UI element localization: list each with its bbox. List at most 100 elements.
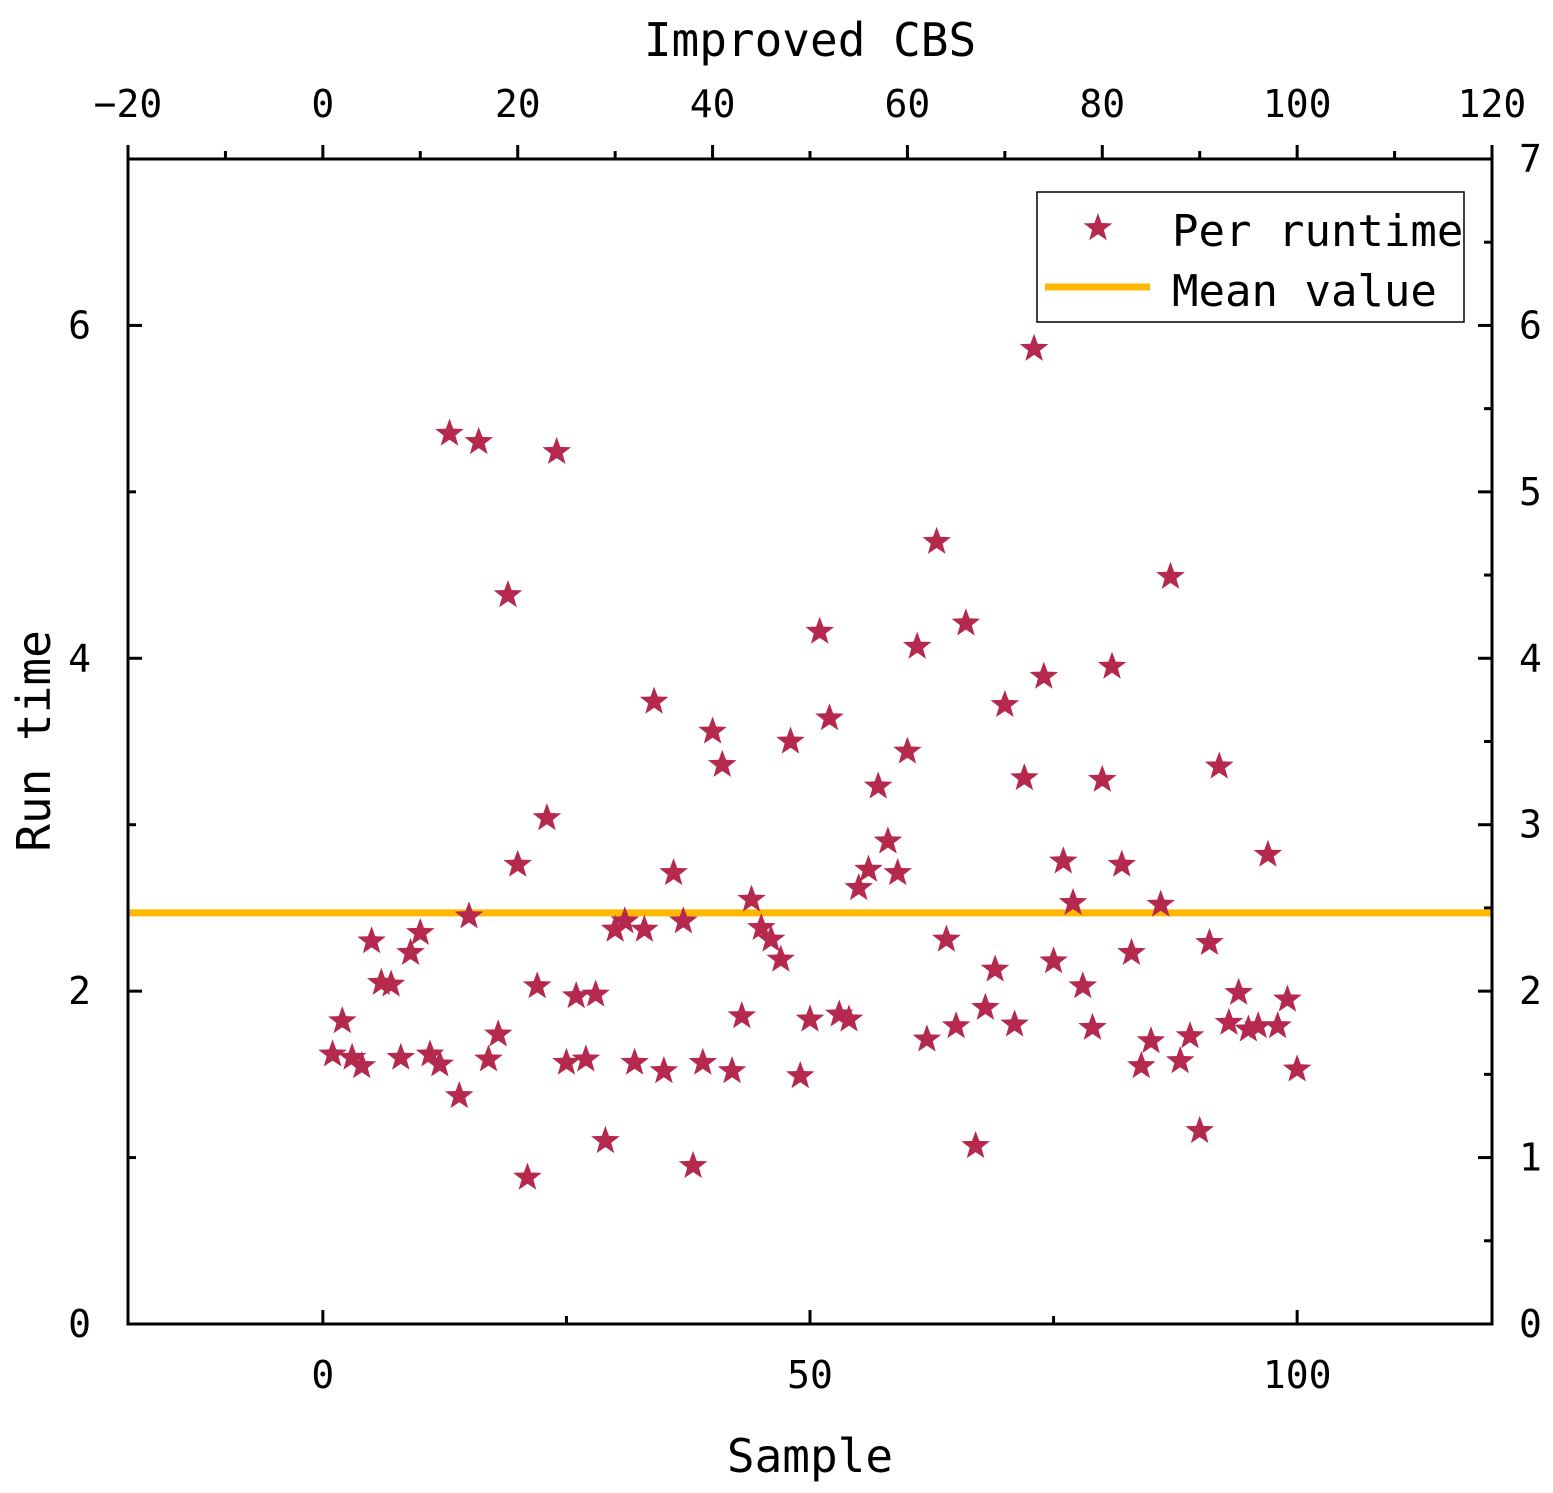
data-point-star	[678, 1150, 708, 1178]
data-point-star	[1010, 763, 1039, 791]
x-tick-label: 100	[1263, 1353, 1332, 1397]
data-point-star	[1078, 1012, 1107, 1040]
data-point-star	[464, 426, 493, 455]
data-point-star	[727, 1001, 757, 1029]
data-point-star	[425, 1049, 454, 1077]
legend-label-per-runtime: Per runtime	[1172, 206, 1463, 257]
plot-frame	[126, 157, 1494, 1326]
data-point-star	[318, 1039, 347, 1067]
data-point-star	[941, 1011, 971, 1039]
chart-title: Improved CBS	[644, 13, 976, 67]
data-point-star	[932, 924, 961, 952]
data-point-star	[328, 1006, 357, 1034]
right-y-tick-label: 2	[1519, 969, 1542, 1013]
x-tick-label: 0	[311, 1353, 334, 1397]
data-point-star	[1263, 1011, 1292, 1039]
data-point-star	[522, 971, 552, 999]
data-point-star	[747, 912, 776, 940]
data-point-star	[863, 771, 893, 799]
data-point-star	[435, 418, 464, 446]
data-point-star	[786, 1061, 815, 1089]
data-point-star	[834, 1004, 864, 1032]
right-y-tick-label: 0	[1519, 1302, 1542, 1346]
data-point-star	[1088, 764, 1117, 792]
data-point-star	[552, 1047, 581, 1075]
data-point-star	[649, 1056, 679, 1084]
data-point-star	[571, 1044, 601, 1072]
data-point-star	[737, 884, 766, 912]
data-point-star	[1166, 1046, 1195, 1074]
data-point-star	[445, 1081, 474, 1109]
data-point-star	[1019, 333, 1049, 361]
data-point-star	[1156, 561, 1185, 589]
data-point-star	[961, 1130, 990, 1159]
legend-star-marker	[1083, 213, 1113, 241]
data-point-star	[1253, 839, 1283, 867]
left-y-tick-label: 0	[68, 1302, 91, 1346]
data-point-star	[688, 1047, 718, 1075]
data-point-star	[503, 849, 532, 877]
data-point-star	[406, 917, 435, 945]
data-point-star	[1029, 661, 1059, 689]
data-point-star	[805, 616, 834, 644]
left-y-tick-label: 6	[68, 303, 91, 347]
y-axis-title: Run time	[7, 630, 61, 852]
data-point-star	[854, 854, 883, 882]
data-point-star	[600, 914, 630, 942]
top-x-tick-label: 20	[495, 82, 541, 126]
data-point-star	[951, 608, 981, 636]
data-point-star	[396, 937, 425, 965]
data-point-star	[1175, 1021, 1205, 1049]
top-x-tick-label: 40	[690, 82, 736, 126]
x-tick-label: 50	[787, 1353, 833, 1397]
data-point-star	[620, 1047, 649, 1075]
right-y-tick-label: 5	[1519, 470, 1542, 514]
data-point-star	[669, 906, 698, 934]
data-point-star	[1146, 889, 1175, 917]
points-layer	[318, 333, 1312, 1190]
data-point-star	[386, 1042, 416, 1070]
data-point-star	[1282, 1054, 1312, 1082]
top-x-tick-label: 80	[1079, 82, 1125, 126]
data-point-star	[1234, 1014, 1263, 1042]
data-point-star	[1136, 1026, 1166, 1054]
right-y-tick-label: 7	[1519, 137, 1542, 181]
legend-label-mean-value: Mean value	[1172, 266, 1437, 317]
data-point-star	[902, 631, 932, 659]
data-point-star	[532, 803, 562, 831]
data-point-star	[357, 926, 386, 954]
data-point-star	[756, 924, 786, 952]
top-x-tick-label: 120	[1458, 82, 1527, 126]
data-point-star	[912, 1024, 942, 1052]
data-point-star	[1127, 1051, 1156, 1079]
x-axis-title: Sample	[727, 1429, 893, 1483]
left-y-tick-label: 4	[68, 636, 91, 680]
data-point-star	[883, 858, 912, 886]
data-point-star	[337, 1042, 367, 1070]
left-y-tick-label: 2	[68, 969, 91, 1013]
data-point-star	[493, 580, 523, 608]
data-point-star	[1214, 1007, 1244, 1035]
right-y-tick-label: 3	[1519, 803, 1542, 847]
data-point-star	[484, 1019, 513, 1047]
data-point-star	[591, 1125, 620, 1154]
data-point-star	[873, 826, 903, 854]
data-point-star	[376, 969, 406, 997]
data-point-star	[1107, 849, 1136, 877]
data-point-star	[610, 906, 640, 934]
data-point-star	[708, 749, 737, 777]
data-point-star	[1097, 651, 1127, 679]
legend: Per runtime Mean value	[1036, 191, 1465, 323]
data-point-star	[347, 1051, 377, 1079]
data-point-star	[825, 999, 854, 1027]
data-point-star	[581, 979, 610, 1007]
data-point-star	[844, 873, 873, 901]
top-x-tick-label: −20	[94, 82, 163, 126]
data-point-star	[1039, 946, 1068, 974]
right-y-tick-label: 6	[1519, 303, 1542, 347]
data-point-star	[980, 954, 1010, 982]
data-point-star	[1058, 887, 1088, 916]
data-point-star	[1000, 1009, 1029, 1037]
data-point-star	[454, 901, 484, 929]
